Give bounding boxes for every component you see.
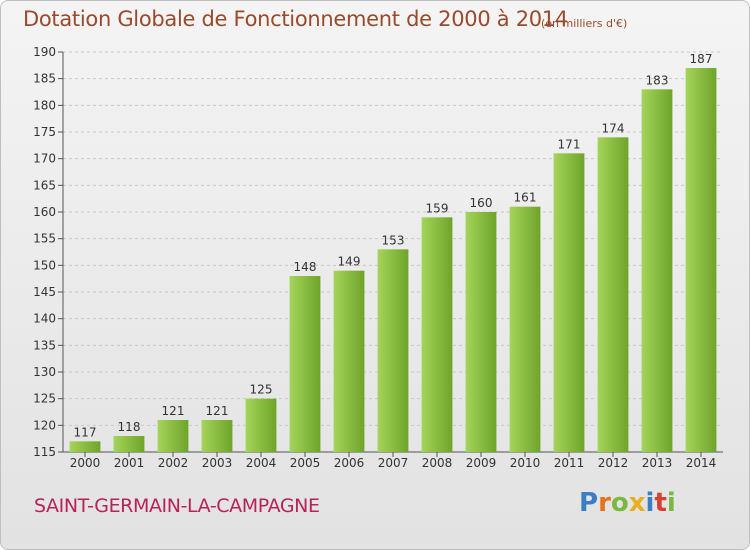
- logo-letter: P: [579, 488, 599, 518]
- x-tick-label: 2014: [686, 456, 717, 470]
- x-tick-label: 2009: [466, 456, 497, 470]
- y-tick-label: 125: [33, 392, 56, 406]
- data-label: 161: [514, 191, 537, 205]
- y-tick-label: 155: [33, 232, 56, 246]
- data-label: 160: [470, 196, 493, 210]
- bar: [421, 217, 453, 452]
- x-tick-label: 2012: [598, 456, 629, 470]
- bar: [377, 249, 409, 452]
- data-label: 149: [338, 255, 361, 269]
- y-tick-label: 140: [33, 312, 56, 326]
- bar: [245, 398, 277, 452]
- data-label: 121: [162, 404, 185, 418]
- x-tick-label: 2010: [510, 456, 541, 470]
- logo-letter: o: [610, 488, 629, 518]
- logo-letter: i: [666, 488, 676, 518]
- y-tick-label: 120: [33, 418, 56, 432]
- x-tick-label: 2000: [70, 456, 101, 470]
- x-tick-label: 2002: [158, 456, 189, 470]
- data-label: 187: [690, 52, 713, 66]
- data-label: 117: [74, 425, 97, 439]
- data-label: 174: [602, 121, 625, 135]
- y-tick-label: 185: [33, 72, 56, 86]
- y-tick-label: 130: [33, 365, 56, 379]
- data-label: 159: [426, 201, 449, 215]
- logo-letter: x: [628, 488, 646, 518]
- bar: [333, 270, 365, 452]
- x-tick-label: 2004: [246, 456, 277, 470]
- y-tick-label: 170: [33, 152, 56, 166]
- x-tick-label: 2003: [202, 456, 233, 470]
- commune-name: SAINT-GERMAIN-LA-CAMPAGNE: [34, 495, 320, 517]
- y-tick-label: 165: [33, 178, 56, 192]
- data-label: 121: [206, 404, 229, 418]
- y-tick-label: 175: [33, 125, 56, 139]
- x-tick-label: 2005: [290, 456, 321, 470]
- bars: [69, 68, 717, 453]
- x-tick-label: 2001: [114, 456, 145, 470]
- y-tick-label: 115: [33, 445, 56, 459]
- data-label: 171: [558, 137, 581, 151]
- logo-letter: t: [654, 488, 667, 518]
- bar: [597, 137, 629, 453]
- bar: [113, 436, 145, 452]
- logo-letter: r: [598, 488, 611, 518]
- proxiti-logo[interactable]: Proxiti: [579, 488, 676, 518]
- y-tick-label: 150: [33, 258, 56, 272]
- x-tick-label: 2013: [642, 456, 673, 470]
- chart-title: Dotation Globale de Fonctionnement de 20…: [23, 7, 568, 31]
- x-tick-label: 2006: [334, 456, 365, 470]
- bar: [201, 420, 233, 452]
- chart-subtitle: (en milliers d'€): [541, 17, 628, 30]
- bar: [69, 441, 101, 452]
- y-tick-label: 160: [33, 205, 56, 219]
- x-tick-label: 2008: [422, 456, 453, 470]
- x-tick-label: 2011: [554, 456, 585, 470]
- y-tick-label: 190: [33, 45, 56, 59]
- logo-letter: i: [645, 488, 655, 518]
- bar: [289, 276, 321, 452]
- y-tick-label: 145: [33, 285, 56, 299]
- data-label: 153: [382, 233, 405, 247]
- data-label: 148: [294, 260, 317, 274]
- labels: 115 120 125 130 135 140 145 150 155 160 165 170 175 1…: [33, 45, 716, 470]
- bar: [685, 68, 717, 452]
- data-label: 125: [250, 383, 273, 397]
- data-label: 183: [646, 73, 669, 87]
- x-tick-label: 2007: [378, 456, 409, 470]
- y-tick-label: 180: [33, 98, 56, 112]
- bar: [641, 89, 673, 452]
- data-label: 118: [118, 420, 141, 434]
- bar: [465, 212, 497, 452]
- bar: [509, 206, 541, 452]
- y-tick-label: 135: [33, 338, 56, 352]
- bar: [157, 420, 189, 452]
- bar: [553, 153, 585, 453]
